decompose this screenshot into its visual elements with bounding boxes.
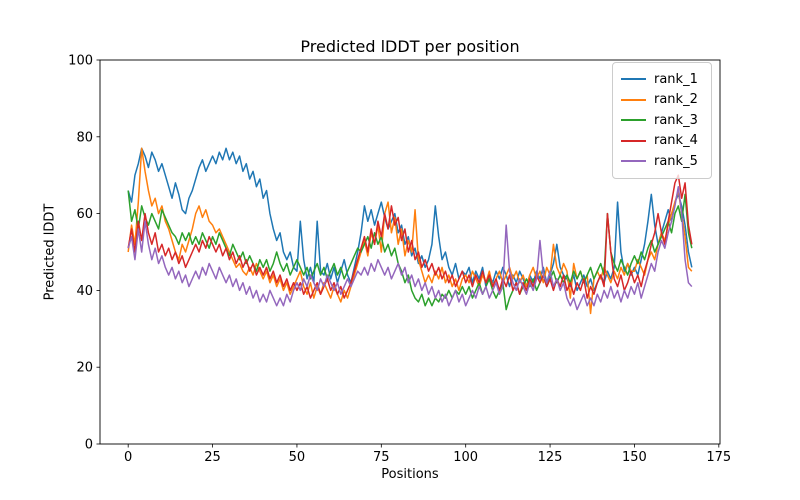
legend: rank_1 rank_2 rank_3 rank_4 rank_5: [612, 62, 712, 179]
legend-entry: rank_5: [621, 151, 703, 172]
x-tick-label: 125: [538, 450, 563, 465]
y-tick-label: 20: [76, 361, 93, 376]
series-line-rank_5: [127, 185, 693, 311]
y-tick-label: 0: [85, 438, 93, 453]
y-tick-label: 80: [76, 130, 93, 145]
x-tick-label: 100: [453, 450, 478, 465]
legend-line-swatch: [621, 139, 646, 142]
legend-entry: rank_4: [621, 131, 703, 152]
legend-entry: rank_2: [621, 90, 703, 111]
legend-label: rank_1: [654, 71, 698, 87]
x-axis-label: Positions: [381, 467, 439, 482]
legend-label: rank_5: [654, 153, 698, 169]
legend-line-swatch: [621, 160, 646, 163]
y-tick-label: 60: [76, 207, 93, 222]
x-tick-label: 175: [706, 450, 731, 465]
axes-spines: [99, 59, 721, 445]
legend-label: rank_4: [654, 133, 698, 149]
series-line-rank_3: [127, 190, 693, 311]
legend-label: rank_3: [654, 112, 698, 128]
y-tick-label: 40: [76, 284, 93, 299]
chart-title: Predicted lDDT per position: [300, 37, 520, 56]
legend-line-swatch: [621, 78, 646, 81]
legend-entry: rank_1: [621, 69, 703, 90]
x-tick-label: 150: [622, 450, 647, 465]
legend-label: rank_2: [654, 92, 698, 108]
legend-line-swatch: [621, 98, 646, 101]
legend-entry: rank_3: [621, 110, 703, 131]
legend-line-swatch: [621, 119, 646, 122]
x-tick-label: 0: [124, 450, 132, 465]
x-tick-label: 50: [289, 450, 306, 465]
series-line-rank_4: [127, 174, 693, 299]
x-tick-label: 75: [373, 450, 390, 465]
y-tick-label: 100: [68, 54, 93, 69]
x-tick-label: 25: [204, 450, 221, 465]
